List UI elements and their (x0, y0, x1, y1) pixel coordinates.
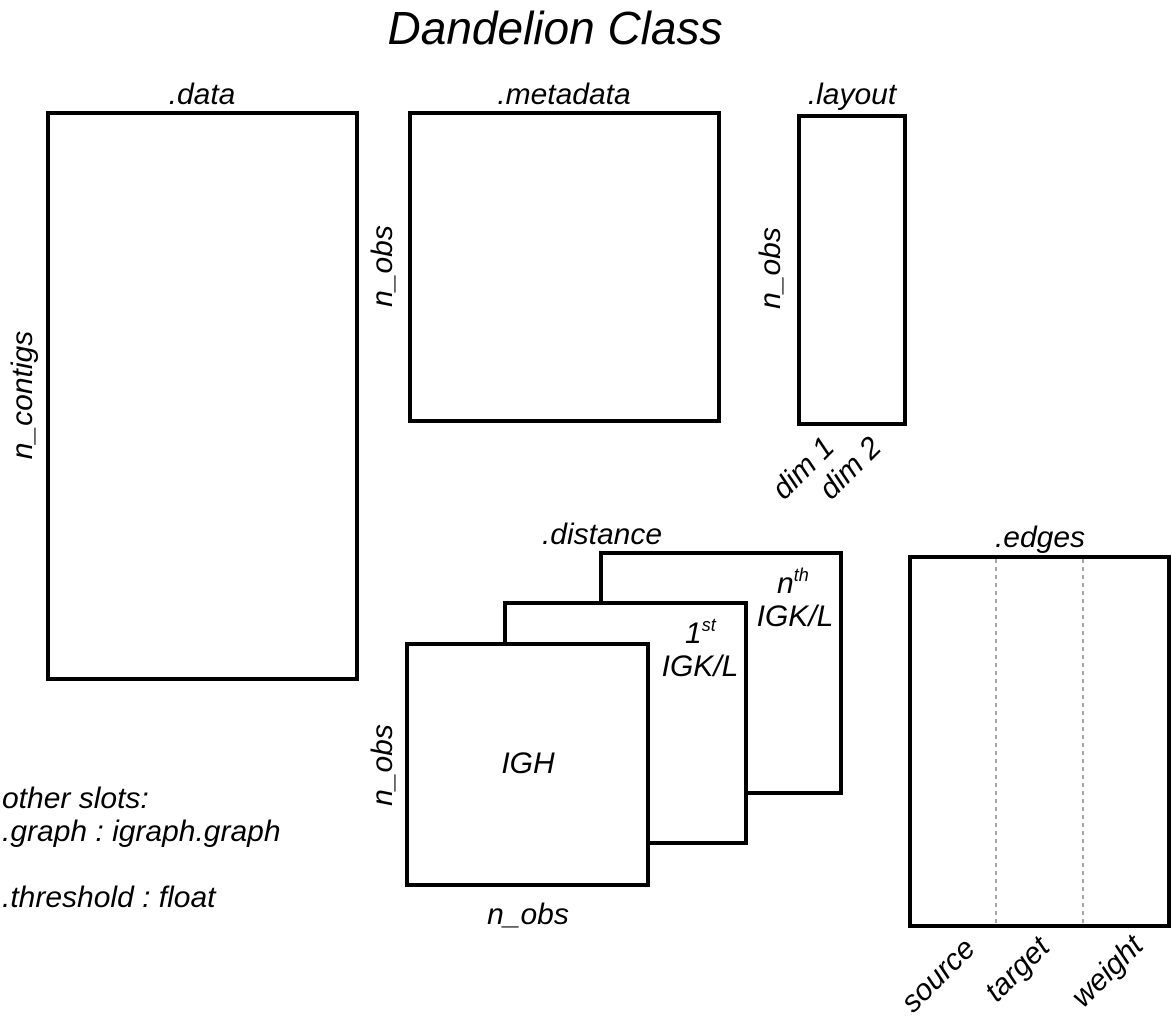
distance-layer-front-label: IGH (501, 747, 555, 780)
data-slot-row-label: n_contigs (6, 331, 39, 459)
metadata-slot: .metadata n_obs (366, 78, 721, 423)
distance-layer-middle-chain: IGK/L (662, 650, 739, 683)
other-slot-threshold: .threshold : float (2, 881, 217, 914)
layout-slot-name: .layout (808, 78, 898, 111)
distance-layer-back-label: nth (777, 565, 809, 600)
data-slot-box (46, 111, 359, 681)
distance-slot-row-label: n_obs (366, 724, 399, 806)
distance-back-num: n (777, 567, 794, 600)
distance-back-sup: th (794, 565, 809, 585)
edges-col-label-weight: weight (1065, 928, 1151, 1014)
layout-slot-row-label: n_obs (754, 227, 787, 309)
distance-layer-middle-label: 1st (685, 615, 717, 650)
metadata-slot-box (408, 111, 721, 423)
distance-middle-sup: st (702, 615, 717, 635)
data-slot: .data n_contigs (6, 78, 359, 681)
distance-layer-front (405, 642, 650, 887)
metadata-slot-name: .metadata (497, 78, 630, 111)
distance-slot-col-label: n_obs (487, 898, 569, 931)
distance-layer-back-chain: IGK/L (757, 600, 834, 633)
other-slot-graph: .graph : igraph.graph (2, 815, 281, 848)
edges-col-label-target: target (978, 929, 1057, 1008)
data-slot-name: .data (169, 78, 236, 111)
distance-middle-num: 1 (685, 617, 702, 650)
other-slots-heading: other slots: (2, 782, 149, 815)
edges-slot-name: .edges (995, 521, 1085, 554)
other-slots: other slots: .graph : igraph.graph .thre… (2, 782, 281, 914)
distance-slot: .distance nth IGK/L 1st IGK/L IGH n_obs … (366, 518, 843, 931)
edges-slot-box (908, 555, 1171, 928)
metadata-slot-row-label: n_obs (366, 225, 399, 307)
layout-slot: .layout n_obs dim 1 dim 2 (754, 78, 907, 506)
edges-col-label-source: source (895, 932, 982, 1019)
diagram-title: Dandelion Class (388, 2, 723, 54)
layout-slot-box (797, 114, 907, 426)
edges-slot: .edges source target weight (895, 521, 1171, 1019)
distance-slot-name: .distance (542, 518, 662, 551)
